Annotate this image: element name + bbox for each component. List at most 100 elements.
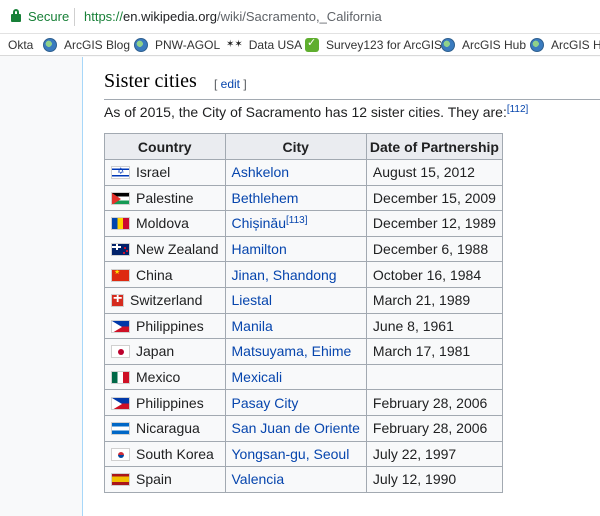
country-link[interactable]: Moldova [136,215,189,232]
city-link[interactable]: Liestal [231,292,272,309]
city-link[interactable]: Yongsan-gu, Seoul [231,445,350,462]
bookmark-data-usa[interactable]: ✶✶ Data USA [226,38,302,52]
city-link[interactable]: Jinan, Shandong [231,266,337,283]
address-divider [74,8,75,26]
bookmark-arcgis-hub-2[interactable]: ArcGIS Hu [530,38,600,52]
mexico-flag-icon[interactable] [111,371,130,385]
city-cell: Yongsan-gu, Seoul [224,440,367,468]
url-host: en.wikipedia.org [123,9,217,24]
moldova-flag-icon[interactable] [111,217,130,231]
date-cell: March 17, 1981 [365,338,503,365]
city-link[interactable]: Pasay City [231,394,299,411]
date-cell: February 28, 2006 [365,414,503,442]
url-text[interactable]: https://en.wikipedia.org/wiki/Sacramento… [84,9,382,24]
bookmark-label: ArcGIS Hu [551,38,600,52]
address-bar[interactable]: Secure https://en.wikipedia.org/wiki/Sac… [0,0,600,34]
country-link[interactable]: Spain [136,471,172,488]
country-cell: Moldova [104,210,226,237]
intro-text: As of 2015, the City of Sacramento has 1… [104,104,507,120]
table-row: Japan Matsuyama, Ehime March 17, 1981 [104,338,503,365]
bookmark-pnw-agol[interactable]: PNW-AGOL [134,38,220,52]
country-cell: Philippines [104,312,226,340]
country-cell: Switzerland [104,286,226,314]
globe-icon [43,38,57,52]
edit-section: [ edit ] [214,77,247,91]
globe-icon [134,38,148,52]
intro-paragraph: As of 2015, the City of Sacramento has 1… [104,104,528,120]
city-link[interactable]: Valencia [231,471,285,488]
nicaragua-flag-icon[interactable] [111,422,130,436]
column-header-city[interactable]: City [224,133,367,160]
country-link[interactable]: Israel [136,164,171,181]
new-zealand-flag-icon[interactable] [111,243,130,257]
city-link[interactable]: Chișinău [231,215,286,232]
globe-icon [530,38,544,52]
philippines-flag-icon[interactable] [111,319,130,333]
bookmark-survey123[interactable]: Survey123 for ArcGIS [305,36,442,52]
country-link[interactable]: Palestine [136,189,194,206]
table-row: Switzerland Liestal March 21, 1989 [104,286,503,314]
bookmark-arcgis-blog[interactable]: ArcGIS Blog [43,38,130,52]
bookmark-arcgis-hub[interactable]: ArcGIS Hub [441,38,526,52]
table-row: Palestine Bethlehem December 15, 2009 [104,184,503,212]
country-link[interactable]: New Zealand [136,241,219,258]
bookmark-label: ArcGIS Hub [462,38,527,52]
japan-flag-icon[interactable] [111,345,130,359]
country-cell: Palestine [104,184,226,212]
citation-link[interactable]: [112] [506,104,529,115]
date-cell [365,363,503,391]
switzerland-flag-icon[interactable] [111,294,124,308]
article-content: Sister cities [ edit ] As of 2015, the C… [82,57,600,516]
city-link[interactable]: Bethlehem [231,189,299,206]
country-link[interactable]: South Korea [136,445,214,462]
spain-flag-icon[interactable] [111,473,130,487]
date-cell: March 21, 1989 [365,286,503,314]
table-row: Philippines Manila June 8, 1961 [104,312,503,340]
date-cell: December 12, 1989 [365,210,503,237]
sister-cities-table: Country City Date of Partnership Israel … [104,133,503,493]
table-row: Mexico Mexicali [104,363,503,391]
edit-link[interactable]: edit [220,77,241,91]
date-cell: February 28, 2006 [365,389,503,416]
china-flag-icon[interactable] [111,268,130,282]
country-link[interactable]: Nicaragua [136,420,200,437]
country-link[interactable]: Switzerland [130,292,203,309]
country-link[interactable]: Philippines [136,317,204,334]
city-link[interactable]: Hamilton [231,241,287,258]
table-row: New Zealand Hamilton December 6, 1988 [104,235,503,263]
country-link[interactable]: Philippines [136,394,204,411]
table-header-row: Country City Date of Partnership [104,133,503,160]
country-link[interactable]: Mexico [136,369,181,386]
date-cell: October 16, 1984 [365,261,503,288]
south-korea-flag-icon[interactable] [111,447,130,461]
security-label[interactable]: Secure [28,9,70,24]
table-row: Israel Ashkelon August 15, 2012 [104,159,503,186]
country-cell: Mexico [104,363,226,391]
city-link[interactable]: Matsuyama, Ehime [231,343,352,360]
section-title: Sister cities [104,70,197,92]
city-link[interactable]: Ashkelon [231,164,290,181]
city-cell: Mexicali [224,363,367,391]
palestine-flag-icon[interactable] [111,191,130,205]
city-link[interactable]: Manila [231,317,273,334]
date-cell: December 6, 1988 [365,235,503,263]
column-header-date[interactable]: Date of Partnership [365,133,503,160]
city-cell: Bethlehem [224,184,367,212]
country-cell: Spain [104,466,226,493]
israel-flag-icon[interactable] [111,166,130,180]
table-row: Nicaragua San Juan de Oriente February 2… [104,414,503,442]
city-cell: Ashkelon [224,159,367,186]
city-link[interactable]: Mexicali [231,369,283,386]
url-path: /wiki/Sacramento,_California [216,9,382,24]
citation-link[interactable]: [113] [285,215,308,227]
bookmark-label: Okta [8,38,34,52]
country-link[interactable]: Japan [136,343,175,360]
table-row: China Jinan, Shandong October 16, 1984 [104,261,503,288]
country-cell: New Zealand [104,235,226,263]
url-scheme: https:// [84,9,124,24]
bookmark-okta[interactable]: Okta [8,38,33,52]
philippines-flag-icon[interactable] [111,396,130,410]
country-link[interactable]: China [136,266,173,283]
city-link[interactable]: San Juan de Oriente [231,420,360,437]
column-header-country[interactable]: Country [104,133,226,160]
